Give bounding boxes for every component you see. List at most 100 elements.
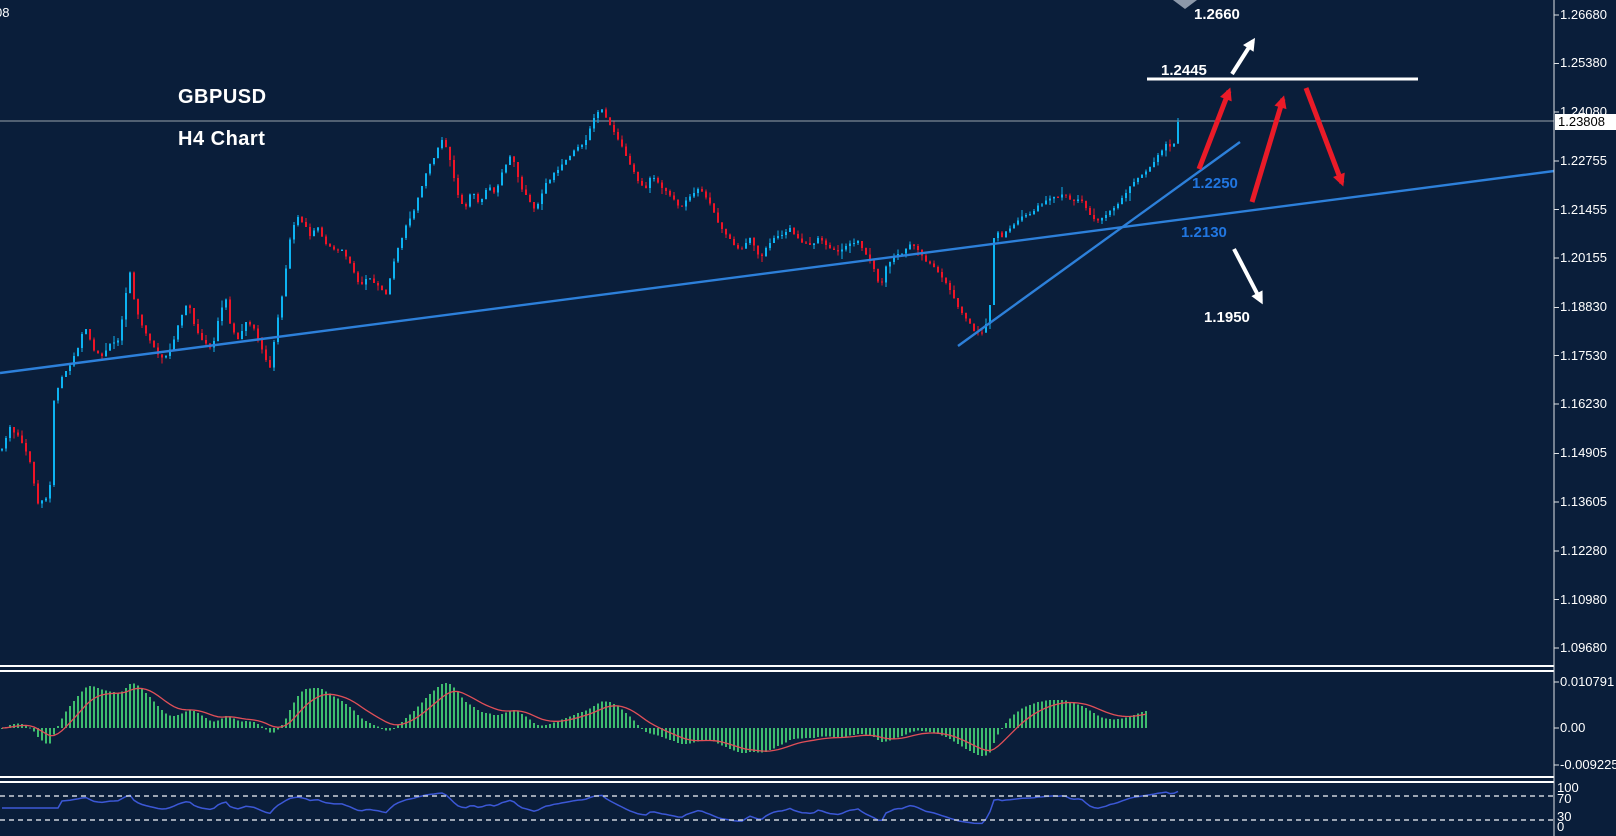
candle (1013, 223, 1015, 229)
candle (753, 237, 755, 252)
candle (1041, 203, 1043, 207)
panel-separator[interactable] (0, 781, 1554, 783)
candle (373, 274, 375, 283)
arrow-up-annotation[interactable] (1249, 95, 1287, 203)
candle (521, 175, 523, 192)
trendline[interactable] (957, 141, 1241, 347)
price-annotation-label[interactable]: 1.2445 (1161, 62, 1207, 79)
candle (349, 256, 351, 265)
panel-separator[interactable] (0, 670, 1554, 672)
candle (357, 270, 359, 285)
candle (677, 199, 679, 209)
candle (933, 260, 935, 268)
candle (853, 238, 855, 247)
candle (269, 356, 271, 368)
candle (901, 253, 903, 255)
candle (1053, 196, 1055, 203)
clipped-corner-label: 08 (0, 5, 10, 20)
candle (9, 425, 11, 442)
candle (105, 342, 107, 357)
candle (1081, 195, 1083, 203)
candle (573, 149, 575, 157)
candle (193, 307, 195, 327)
candle (13, 426, 15, 439)
candle (949, 280, 951, 295)
candle (893, 253, 895, 265)
price-annotation-label[interactable]: 1.2660 (1194, 6, 1240, 23)
candle (1069, 193, 1071, 201)
gray-arrowhead-icon[interactable] (1173, 0, 1197, 9)
candle (57, 387, 59, 404)
candle (1093, 208, 1095, 222)
candle (149, 333, 151, 344)
candle (245, 322, 247, 336)
candle (1021, 209, 1023, 223)
candle (1073, 199, 1075, 206)
candle (617, 128, 619, 141)
price-annotation-label[interactable]: 1.2250 (1192, 175, 1238, 192)
arrow-down-annotation[interactable] (1303, 87, 1345, 187)
candle (473, 193, 475, 200)
candle (1033, 209, 1035, 215)
candle (721, 221, 723, 234)
candle (153, 340, 155, 348)
candle (973, 323, 975, 332)
panel-separator[interactable] (0, 776, 1554, 778)
candle (221, 300, 223, 326)
candle (553, 172, 555, 183)
candle (777, 230, 779, 240)
candle (517, 162, 519, 183)
candle (633, 163, 635, 174)
candle (1061, 186, 1063, 201)
candle (241, 323, 243, 340)
candle (361, 276, 363, 285)
candle (1065, 194, 1067, 198)
macd-signal-line (1, 687, 1147, 752)
panel-separator[interactable] (0, 665, 1554, 667)
candle (613, 121, 615, 136)
candle (1017, 217, 1019, 226)
candle (429, 163, 431, 176)
candle (305, 218, 307, 227)
candle (605, 107, 607, 119)
candle (821, 235, 823, 244)
arrow-down-annotation[interactable] (1232, 248, 1263, 305)
candle (845, 243, 847, 252)
candle (669, 189, 671, 197)
arrow-up-annotation[interactable] (1230, 37, 1256, 76)
candle (1057, 195, 1059, 198)
candle (601, 108, 603, 113)
candle (1001, 230, 1003, 238)
candle (785, 229, 787, 239)
candle (817, 235, 819, 244)
candle (665, 187, 667, 196)
candle (293, 222, 295, 244)
candle (565, 159, 567, 165)
trendline[interactable] (0, 169, 1555, 375)
candle (145, 325, 147, 337)
candle (249, 320, 251, 327)
candle (541, 189, 543, 210)
candle (225, 298, 227, 311)
candle (749, 237, 751, 245)
candle (489, 184, 491, 191)
candle (265, 345, 267, 362)
candle (313, 228, 315, 237)
price-annotation-label[interactable]: 1.1950 (1204, 309, 1250, 326)
candle (1077, 195, 1079, 203)
candle (825, 238, 827, 250)
candle (1141, 174, 1143, 179)
arrow-up-annotation[interactable] (1196, 87, 1232, 170)
candle (453, 155, 455, 182)
candle (713, 202, 715, 214)
candle (117, 338, 119, 346)
candle (101, 352, 103, 359)
candle (405, 224, 407, 241)
price-annotation-label[interactable]: 1.2130 (1181, 224, 1227, 241)
candle (157, 342, 159, 358)
candle (1133, 178, 1135, 187)
candle (869, 248, 871, 264)
candle (1145, 169, 1147, 178)
candle (477, 192, 479, 204)
